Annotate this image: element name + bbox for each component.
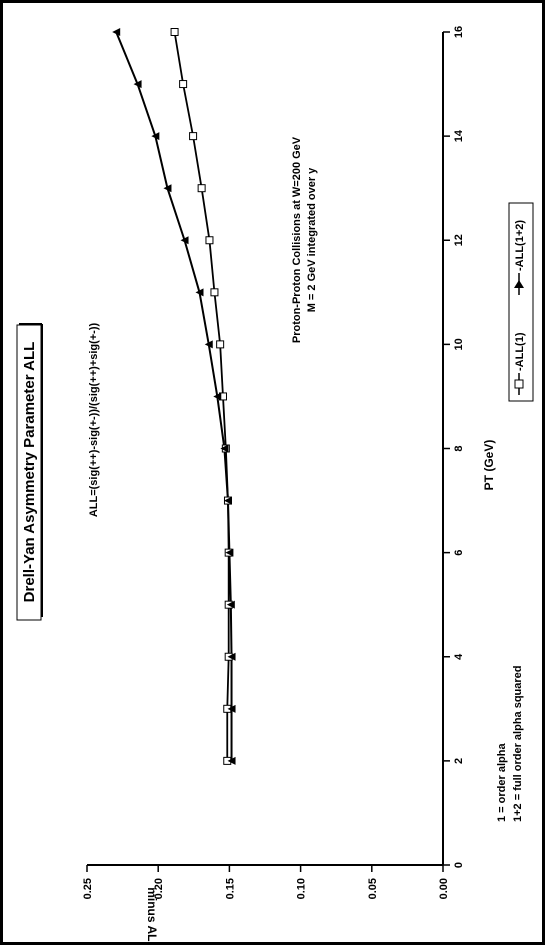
y-tick-label: 0.00 bbox=[438, 878, 450, 899]
x-tick-label: 12 bbox=[453, 234, 465, 246]
x-axis-title: PT (GeV) bbox=[482, 440, 496, 491]
y-tick-label: 0.20 bbox=[153, 878, 165, 899]
note-annotation-line2: 1+2 = full order alpha squared bbox=[512, 666, 524, 823]
data-point-triangle bbox=[204, 340, 213, 349]
data-point-triangle bbox=[180, 236, 189, 245]
data-point-triangle bbox=[133, 80, 142, 89]
x-tick-label: 14 bbox=[453, 129, 465, 142]
y-tick-label: 0.05 bbox=[367, 878, 379, 899]
x-tick-label: 0 bbox=[453, 862, 465, 868]
data-point-square bbox=[197, 184, 206, 193]
data-point-triangle bbox=[226, 600, 235, 609]
data-point-square bbox=[205, 236, 214, 245]
data-point-triangle bbox=[223, 496, 232, 505]
chart-title: Drell-Yan Asymmetry Parameter ALL bbox=[21, 342, 38, 603]
chart: Drell-Yan Asymmetry Parameter ALL 0 2 4 6 8 1… bbox=[16, 26, 534, 947]
process-annotation-line2: M = 2 GeV integrated over y bbox=[306, 167, 318, 312]
data-point-square bbox=[170, 28, 179, 36]
legend-triangle-marker bbox=[514, 280, 524, 288]
x-tick-label: 16 bbox=[453, 26, 465, 38]
legend-box bbox=[508, 202, 534, 402]
data-point-square bbox=[179, 80, 188, 89]
y-axis-title: minus ALL bbox=[145, 887, 159, 942]
legend-label-series-2: -ALL(1+2) bbox=[514, 220, 526, 271]
data-point-triangle bbox=[227, 704, 236, 713]
note-annotation-line1: 1 = order alpha bbox=[496, 743, 508, 822]
data-point-triangle bbox=[163, 184, 172, 193]
data-point-triangle bbox=[213, 392, 222, 401]
data-point-square bbox=[189, 132, 198, 141]
data-point-triangle bbox=[227, 652, 236, 661]
x-tick-label: 8 bbox=[453, 445, 465, 451]
process-annotation-line1: Proton-Proton Collisions at W=200 GeV bbox=[291, 136, 303, 343]
x-tick-label: 10 bbox=[453, 338, 465, 350]
data-point-triangle bbox=[112, 28, 121, 37]
data-point-triangle bbox=[227, 756, 236, 765]
y-tick-label: 0.10 bbox=[296, 878, 308, 899]
y-tick-label: 0.15 bbox=[224, 878, 236, 899]
data-point-square bbox=[210, 288, 219, 297]
x-tick-label: 4 bbox=[453, 653, 465, 660]
legend-label-series-1: -ALL(1) bbox=[514, 332, 526, 371]
x-tick-label: 6 bbox=[453, 550, 465, 556]
data-point-triangle bbox=[151, 132, 160, 141]
legend-square-marker bbox=[514, 379, 524, 389]
y-tick-label: 0.25 bbox=[82, 878, 94, 899]
formula-annotation: ALL=(sig(++)-sig(+-))/(sig(++)+sig(+-)) bbox=[88, 322, 100, 517]
data-point-triangle bbox=[225, 548, 234, 557]
data-point-square bbox=[216, 340, 225, 349]
data-point-triangle bbox=[220, 444, 229, 453]
x-tick-label: 2 bbox=[453, 758, 465, 764]
data-point-triangle bbox=[195, 288, 204, 297]
legend: -ALL(1) -ALL(1+2) bbox=[508, 202, 534, 402]
